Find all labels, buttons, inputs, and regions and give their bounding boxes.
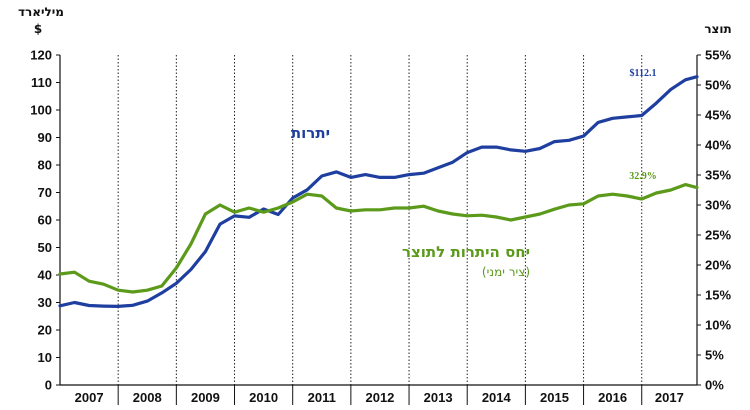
ratio-series-label: יחס היתרות לתוצר: [402, 243, 530, 261]
left-tick-label: 0: [45, 378, 52, 393]
x-tick-label: 2009: [191, 390, 220, 405]
x-tick-label: 2007: [75, 390, 104, 405]
reserves-to-gdp-line: [58, 183, 699, 294]
right-tick-label: 55%: [705, 48, 731, 63]
left-axis-unit-line2: $: [34, 22, 42, 36]
reserves-end-label: $112.1: [630, 68, 657, 79]
left-tick-label: 120: [30, 48, 52, 63]
left-tick-label: 60: [38, 213, 52, 228]
right-tick-label: 50%: [705, 78, 731, 93]
left-axis-unit-line1: מיליארד: [18, 5, 64, 19]
reserves-line: [58, 75, 699, 308]
left-tick-label: 10: [38, 350, 52, 365]
right-tick-label: 45%: [705, 108, 731, 123]
left-tick-label: 50: [38, 240, 52, 255]
x-tick-label: 2017: [655, 390, 684, 405]
left-tick-label: 100: [30, 103, 52, 118]
x-tick-label: 2013: [424, 390, 453, 405]
reserves-series-label: יתרות: [291, 124, 330, 142]
right-axis-unit: תוצר: [704, 22, 731, 36]
x-tick-label: 2016: [598, 390, 627, 405]
left-tick-label: 80: [38, 158, 52, 173]
x-tick-label: 2015: [540, 390, 569, 405]
left-tick-label: 110: [31, 75, 52, 90]
ratio-end-label: 32.9%: [629, 171, 657, 182]
left-tick-label: 20: [38, 323, 52, 338]
x-tick-label: 2010: [249, 390, 278, 405]
right-tick-label: 10%: [705, 318, 731, 333]
axes: [59, 55, 698, 386]
right-tick-label: 5%: [705, 348, 724, 363]
series-lines: [58, 75, 699, 308]
ratio-series-sublabel: (ציר ימני): [482, 265, 530, 279]
left-tick-label: 90: [38, 130, 52, 145]
x-tick-label: 2012: [365, 390, 394, 405]
x-tick-label: 2011: [308, 390, 336, 405]
right-tick-label: 15%: [705, 288, 731, 303]
right-tick-label: 35%: [705, 168, 731, 183]
gridlines: [117, 55, 643, 405]
x-tick-label: 2008: [133, 390, 162, 405]
tick-labels: 2007 2008 2009 2010 2011 2012 2013 2014 2015 2016…: [30, 48, 731, 406]
right-tick-label: 25%: [705, 228, 731, 243]
x-tick-label: 2014: [482, 390, 512, 405]
right-tick-label: 30%: [705, 198, 731, 213]
right-tick-label: 0%: [705, 378, 724, 393]
left-tick-label: 30: [38, 295, 52, 310]
right-tick-label: 40%: [705, 138, 731, 153]
right-tick-label: 20%: [705, 258, 731, 273]
left-tick-label: 70: [38, 185, 52, 200]
left-tick-label: 40: [38, 268, 52, 283]
